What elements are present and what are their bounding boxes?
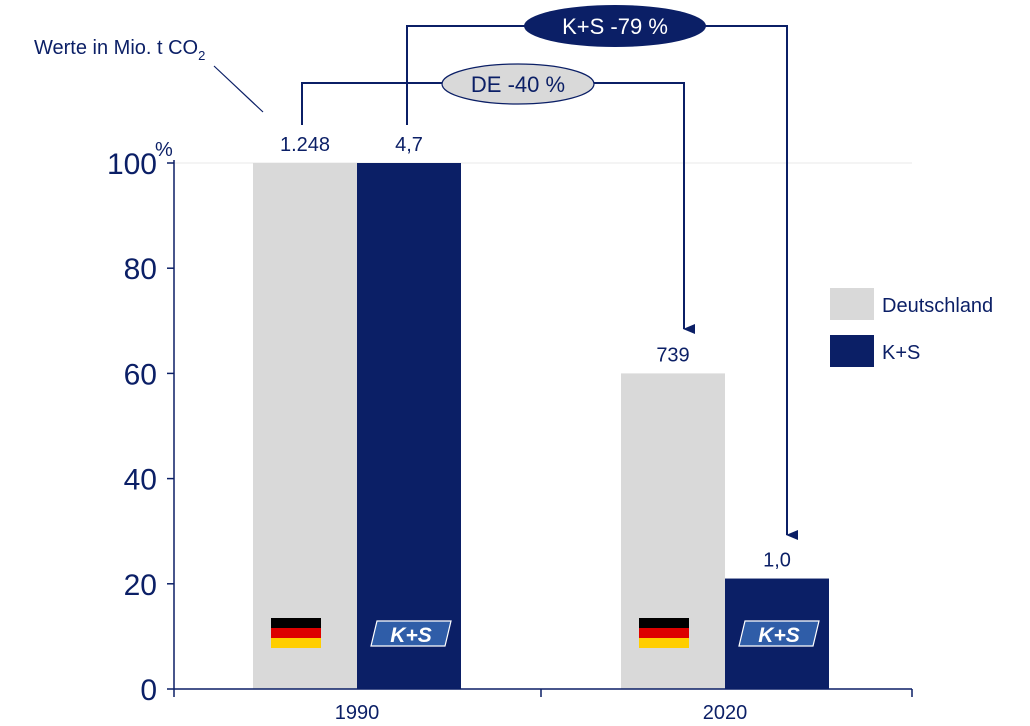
y-tick-label-100: 100 [107, 148, 157, 181]
ks-change-label: K+S -79 % [562, 14, 668, 39]
value-label-deutschland-2020: 739 [656, 344, 689, 366]
y-unit-label: % [155, 139, 173, 161]
germany-flag-icon [271, 618, 321, 648]
legend-label-ks: K+S [882, 342, 920, 364]
x-tick-label-2020: 2020 [703, 702, 748, 724]
y-tick-label-80: 80 [124, 253, 157, 286]
value-label-ks-2020: 1,0 [763, 550, 791, 572]
ks-change-connector [406, 25, 798, 540]
units-note: Werte in Mio. t CO2 [34, 37, 205, 63]
y-tick-label-20: 20 [124, 569, 157, 602]
units-note-leader [213, 65, 264, 113]
annotations: Werte in Mio. t CO2 DE -40 % K+S -79 % K+S K… [34, 5, 820, 648]
value-label-deutschland-1990: 1.248 [280, 134, 330, 156]
units-note-subscript: 2 [198, 48, 205, 63]
legend: Deutschland K+S [830, 288, 993, 367]
de-change-bubble [441, 63, 595, 105]
bar-ks-1990 [357, 163, 461, 689]
ks-logo-icon: K+S [738, 620, 820, 647]
units-note-text: Werte in Mio. t CO [34, 37, 198, 59]
ks-logo-text: K+S [390, 624, 431, 647]
axes: 0 20 40 60 80 100 1990 2020% [107, 139, 913, 724]
legend-swatch-ks [830, 335, 874, 367]
labels: 1.248 739 4,7 1,0 [280, 134, 791, 572]
x-tick-label-1990: 1990 [335, 702, 380, 724]
de-change-label: DE -40 % [471, 72, 565, 97]
ks-logo-badge [370, 620, 452, 647]
ks-logo-text: K+S [758, 624, 799, 647]
y-tick-label-60: 60 [124, 358, 157, 391]
germany-flag-icon [639, 618, 689, 648]
bar-deutschland-1990 [253, 163, 357, 689]
ks-logo-icon: K+S [370, 620, 452, 647]
y-tick-label-40: 40 [124, 464, 157, 497]
ks-change-bubble [524, 5, 706, 47]
legend-label-deutschland: Deutschland [882, 295, 993, 317]
value-label-ks-1990: 4,7 [395, 134, 423, 156]
legend-swatch-deutschland [830, 288, 874, 320]
y-tick-label-0: 0 [140, 674, 157, 707]
ks-logo-badge [738, 620, 820, 647]
bars [253, 163, 829, 689]
